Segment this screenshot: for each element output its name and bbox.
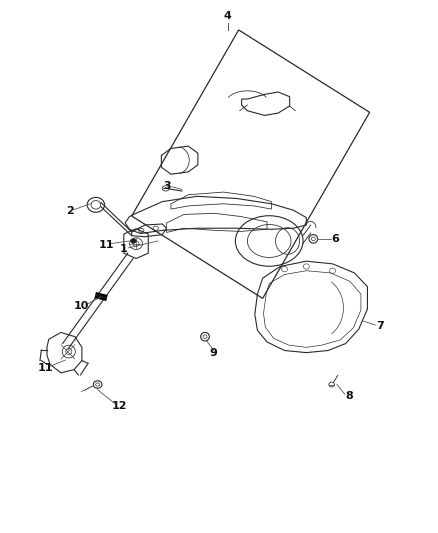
Ellipse shape [131, 239, 136, 244]
Text: 10: 10 [74, 301, 89, 311]
Text: 6: 6 [331, 234, 339, 244]
Text: 7: 7 [376, 321, 384, 331]
Text: 3: 3 [164, 181, 171, 191]
Text: 8: 8 [345, 391, 353, 401]
Text: 12: 12 [112, 401, 127, 411]
Text: 9: 9 [210, 348, 218, 358]
Text: 4: 4 [224, 11, 232, 21]
Text: 1: 1 [120, 244, 128, 254]
Text: 11: 11 [38, 363, 53, 373]
Text: 11: 11 [99, 240, 114, 249]
Text: 2: 2 [66, 206, 74, 216]
